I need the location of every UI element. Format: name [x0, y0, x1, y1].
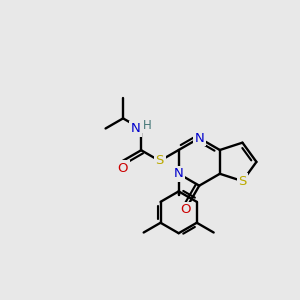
Text: N: N	[131, 122, 141, 135]
Text: N: N	[194, 132, 204, 145]
Text: O: O	[117, 162, 128, 175]
Text: O: O	[180, 203, 190, 216]
Text: S: S	[238, 175, 247, 188]
Text: H: H	[143, 119, 152, 132]
Text: N: N	[174, 167, 184, 180]
Text: S: S	[155, 154, 164, 167]
